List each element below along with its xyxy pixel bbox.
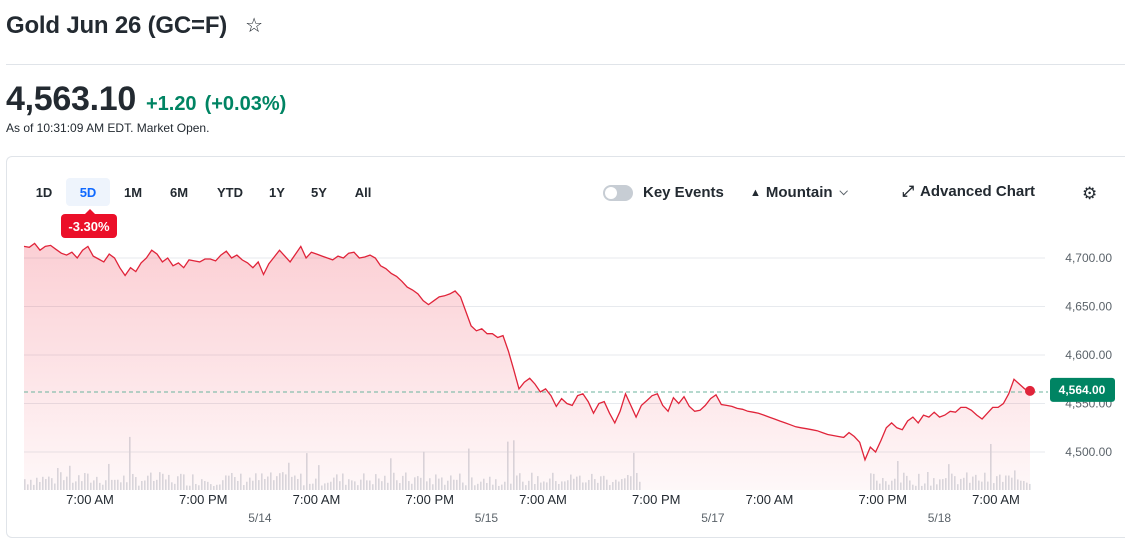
current-price: 4,563.10 (6, 80, 136, 118)
range-tab-ytd[interactable]: YTD (217, 184, 243, 200)
x-tick-label: 7:00 AM (66, 492, 114, 507)
x-axis: 7:00 AM 7:00 PM 7:00 AM 7:00 PM 7:00 AM 7:00 … (66, 492, 1020, 525)
key-events-label[interactable]: Key Events (643, 184, 724, 201)
expand-icon: ⤢ (902, 183, 915, 200)
x-tick-label: 7:00 PM (859, 492, 907, 507)
x-tick-label: 7:00 PM (406, 492, 454, 507)
range-tab-5d[interactable]: 5D (66, 178, 110, 206)
advanced-chart-button[interactable]: ⤢ Advanced Chart (902, 183, 1035, 200)
range-tab-1y[interactable]: 1Y (269, 184, 285, 200)
price-change-percent: (+0.03%) (204, 93, 287, 115)
last-price-tag-bg (1050, 377, 1115, 402)
quote-header: Gold Jun 26 (GC=F) ☆ (6, 12, 263, 40)
last-price-tag: 4,564.00 (1050, 377, 1115, 402)
range-tab-1m[interactable]: 1M (123, 184, 143, 200)
market-status: As of 10:31:09 AM EDT. Market Open. (6, 121, 210, 135)
x-tick-label: 7:00 AM (972, 492, 1020, 507)
price-change: +1.20 (145, 93, 197, 115)
x-tick-label: 7:00 PM (179, 492, 227, 507)
gear-icon[interactable]: ⚙ (1082, 184, 1098, 203)
y-tick-label: 4,600.00 (1065, 348, 1112, 362)
x-tick-label: 7:00 AM (293, 492, 341, 507)
y-tick-label: 4,500.00 (1065, 445, 1112, 459)
price-row: 4,563.10 +1.20 (+0.03%) (6, 80, 286, 119)
last-price-dot (1025, 385, 1035, 396)
chart-style-dropdown[interactable]: ▲ Mountain ⌵ (750, 184, 848, 201)
y-axis: 4,700.004,650.004,600.004,550.004,500.00 (1065, 251, 1112, 459)
key-events-toggle[interactable] (603, 185, 633, 201)
chevron-down-icon: ⌵ (839, 186, 848, 198)
x-tick-label: 7:00 AM (746, 492, 794, 507)
x-tick-label: 7:00 PM (632, 492, 680, 507)
date-label: 5/17 (701, 511, 725, 525)
date-label: 5/18 (928, 511, 952, 525)
x-tick-label: 7:00 AM (519, 492, 567, 507)
date-label: 5/14 (248, 511, 272, 525)
last-price-tag-label: 4,564.00 (1059, 383, 1106, 397)
date-label: 5/15 (475, 511, 499, 525)
divider (6, 64, 1125, 65)
page-title: Gold Jun 26 (GC=F) (6, 12, 228, 39)
chart-style-label: Mountain (765, 184, 833, 201)
range-tab-all[interactable]: All (354, 184, 372, 200)
star-icon[interactable]: ☆ (245, 15, 264, 37)
range-tab-5y[interactable]: 5Y (311, 184, 327, 200)
mountain-icon: ▲ (750, 186, 761, 199)
toggle-knob (605, 187, 617, 199)
range-tab-6m[interactable]: 6M (169, 184, 189, 200)
y-tick-label: 4,650.00 (1065, 300, 1112, 314)
y-tick-label: 4,700.00 (1065, 251, 1112, 265)
price-area (24, 243, 1030, 490)
price-line (23, 242, 1031, 462)
range-tab-1d[interactable]: 1D (35, 184, 53, 200)
period-change-badge: -3.30% (61, 209, 117, 238)
advanced-chart-label: Advanced Chart (920, 183, 1036, 200)
